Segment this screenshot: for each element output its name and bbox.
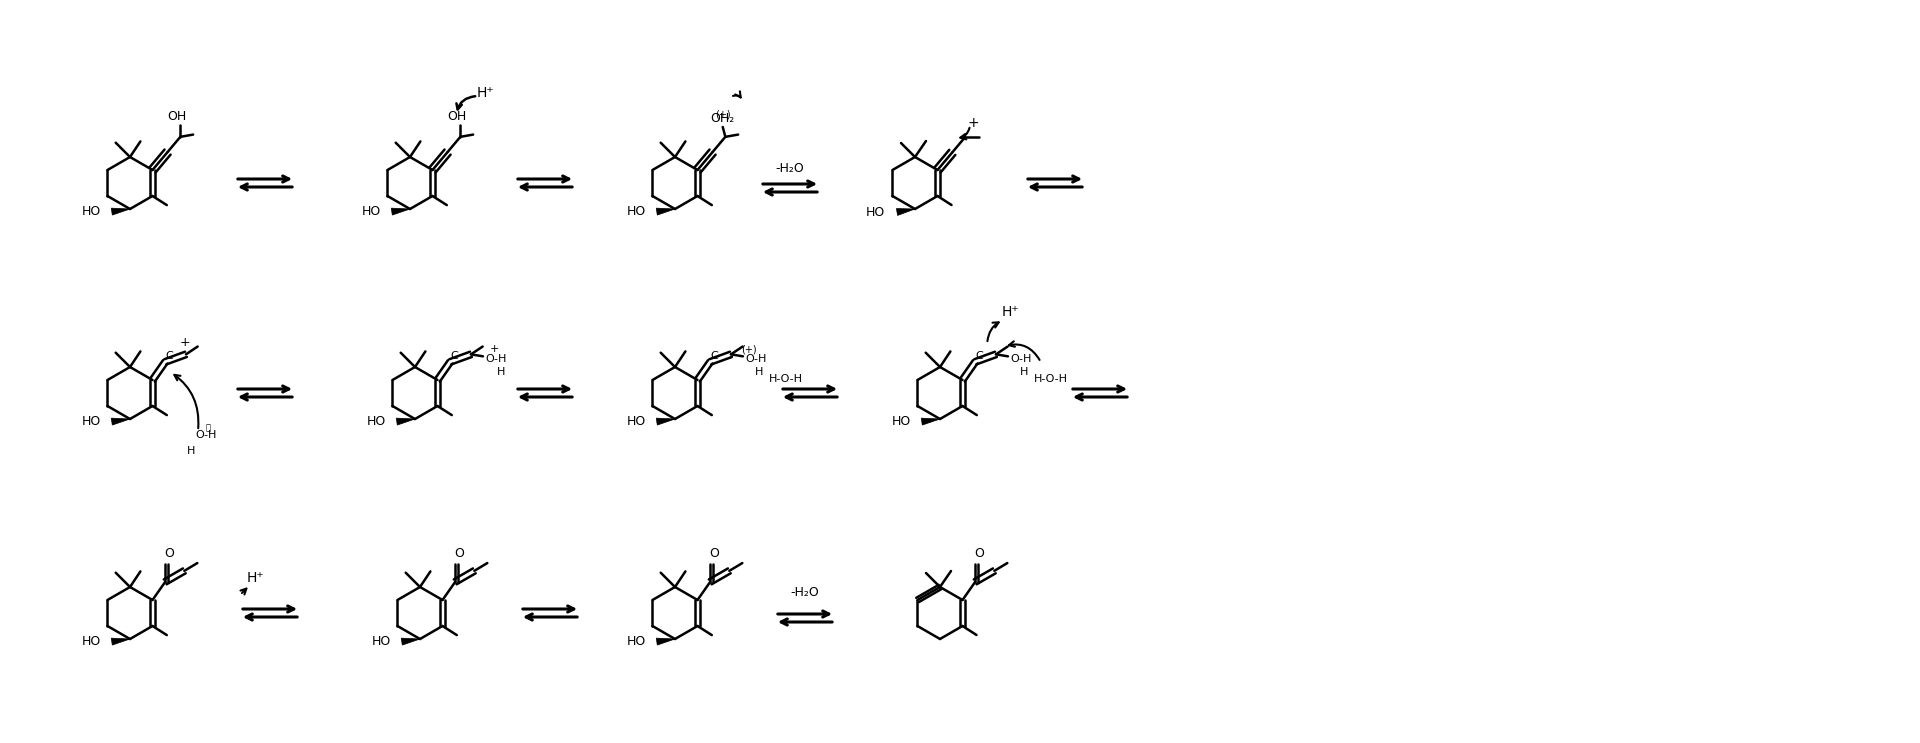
Text: H-O-H: H-O-H (768, 374, 803, 384)
Polygon shape (396, 418, 415, 425)
Text: HO: HO (893, 415, 912, 428)
Text: H: H (186, 446, 196, 456)
Text: OH₂: OH₂ (710, 112, 735, 125)
Text: H: H (497, 367, 505, 377)
Text: O-H: O-H (745, 354, 766, 364)
Text: HO: HO (628, 415, 647, 428)
Polygon shape (897, 209, 916, 215)
Text: ⌒: ⌒ (205, 424, 211, 432)
Text: OH: OH (167, 109, 186, 123)
Text: O: O (973, 547, 985, 559)
Text: (+): (+) (714, 110, 730, 120)
Text: C: C (710, 351, 718, 361)
Text: H⁺: H⁺ (476, 86, 493, 100)
Polygon shape (657, 418, 676, 425)
Text: HO: HO (367, 415, 386, 428)
Text: -H₂O: -H₂O (776, 161, 804, 175)
Text: C: C (165, 351, 173, 361)
Text: +: + (968, 116, 979, 130)
Text: HO: HO (83, 415, 102, 428)
Text: HO: HO (83, 635, 102, 648)
Text: HO: HO (628, 635, 647, 648)
Text: +: + (490, 344, 499, 354)
Text: (+): (+) (741, 344, 756, 354)
Text: H⁺: H⁺ (246, 571, 263, 585)
Text: OH: OH (447, 109, 467, 123)
Text: O: O (163, 547, 175, 559)
Text: O-H: O-H (486, 354, 507, 364)
Polygon shape (401, 638, 420, 645)
Text: C: C (451, 351, 459, 361)
Text: O: O (455, 547, 465, 559)
Text: HO: HO (372, 635, 392, 648)
Text: H: H (1020, 367, 1027, 377)
Text: HO: HO (628, 205, 647, 218)
Polygon shape (111, 418, 131, 425)
Text: H-O-H: H-O-H (1035, 374, 1068, 384)
Text: HO: HO (866, 206, 885, 218)
Polygon shape (111, 208, 131, 215)
Polygon shape (657, 638, 676, 645)
Text: +: + (180, 337, 190, 349)
Text: H: H (755, 367, 762, 377)
Text: HO: HO (83, 205, 102, 218)
Polygon shape (657, 208, 676, 215)
Polygon shape (111, 638, 131, 645)
Text: O-H: O-H (196, 430, 217, 440)
Text: O-H: O-H (1010, 354, 1031, 364)
Text: -H₂O: -H₂O (791, 586, 820, 600)
Text: HO: HO (363, 205, 382, 218)
Polygon shape (922, 418, 941, 425)
Polygon shape (392, 208, 411, 215)
Text: H⁺: H⁺ (1002, 305, 1020, 319)
Text: O: O (708, 547, 718, 559)
Text: C: C (975, 351, 983, 361)
